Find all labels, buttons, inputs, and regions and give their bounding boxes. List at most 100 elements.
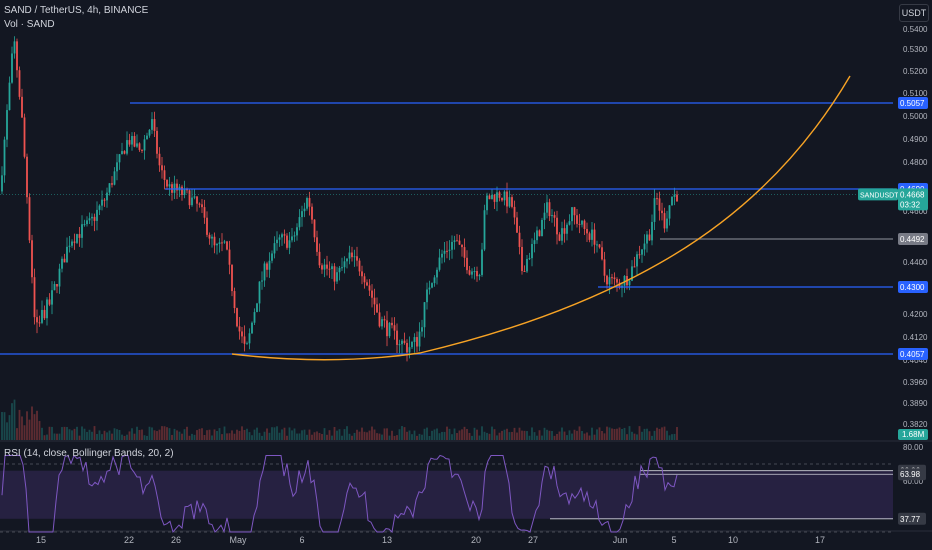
volume-bar: [198, 428, 201, 440]
volume-bar: [526, 431, 528, 440]
candle-body: [588, 233, 591, 240]
volume-bar: [213, 429, 216, 440]
candle-body: [76, 234, 78, 243]
volume-bar: [463, 426, 466, 440]
candle-body: [523, 270, 526, 272]
volume-bar: [348, 433, 351, 440]
volume-bar: [306, 434, 308, 440]
volume-bar: [548, 430, 551, 440]
candle-body: [268, 260, 271, 270]
volume-bar: [428, 435, 431, 440]
volume-bar: [131, 428, 133, 440]
volume-bar: [578, 426, 581, 440]
candle-body: [151, 119, 153, 130]
volume-bar: [553, 435, 556, 440]
candle-body: [148, 129, 151, 136]
y-tick-label: 0.3890: [903, 399, 928, 408]
last-price-tag: [898, 188, 928, 211]
candle-body: [203, 207, 206, 218]
volume-bar: [376, 433, 378, 440]
volume-bar: [41, 427, 43, 440]
volume-bar: [183, 429, 186, 440]
candle-body: [486, 195, 488, 211]
candle-body: [496, 192, 498, 202]
x-tick-label: 20: [471, 535, 481, 545]
volume-bar: [28, 419, 31, 440]
y-tick-label: 0.4400: [903, 258, 928, 267]
volume-bar: [196, 430, 198, 440]
candle-body: [613, 277, 616, 280]
volume-bar: [193, 434, 196, 440]
candle-body: [471, 271, 473, 275]
volume-bar: [396, 435, 398, 440]
volume-bar: [468, 432, 471, 440]
volume-bar: [668, 435, 671, 440]
x-tick-label: 22: [124, 535, 134, 545]
candle-body: [411, 341, 413, 348]
y-tick-label: 0.5100: [903, 89, 928, 98]
candle-body: [136, 143, 138, 147]
volume-bar: [343, 429, 346, 440]
candle-body: [341, 267, 343, 269]
volume-bar: [326, 434, 328, 440]
x-tick-label: 6: [299, 535, 304, 545]
candle-body: [416, 337, 418, 347]
candle-body: [96, 209, 98, 221]
volume-bar: [223, 426, 226, 440]
candle-body: [211, 236, 213, 239]
level-price-label: 0.4057: [900, 350, 925, 359]
candle-body: [56, 284, 58, 287]
volume-bar: [178, 431, 181, 440]
y-tick-label: 0.4800: [903, 158, 928, 167]
candle-body: [301, 211, 303, 218]
volume-bar: [256, 427, 258, 440]
volume-bar: [113, 428, 116, 440]
candle-body: [426, 289, 428, 303]
candle-body: [111, 183, 113, 185]
volume-bar: [321, 434, 323, 440]
rsi-title: RSI (14, close, Bollinger Bands, 20, 2): [4, 448, 174, 459]
volume-bar: [523, 430, 526, 440]
candle-body: [63, 258, 66, 263]
volume-bar: [8, 415, 11, 440]
candle-body: [376, 304, 378, 313]
volume-bar: [291, 430, 293, 440]
candle-body: [651, 221, 653, 241]
currency-button[interactable]: USDT: [899, 4, 929, 22]
candle-body: [173, 183, 176, 193]
volume-bar: [218, 428, 221, 440]
candle-body: [48, 299, 51, 305]
volume-bar: [121, 434, 123, 440]
volume-bar: [53, 433, 56, 440]
volume-bar: [606, 426, 608, 440]
candle-body: [321, 265, 323, 270]
candle-body: [408, 347, 411, 353]
candle-body: [658, 198, 661, 211]
candle-body: [101, 199, 103, 206]
volume-bar: [1, 412, 3, 440]
candle-body: [503, 191, 506, 201]
volume-bar: [216, 430, 218, 440]
volume-bar: [176, 430, 178, 440]
volume-bar: [346, 426, 348, 440]
volume-bar: [301, 430, 303, 440]
candle-body: [576, 215, 578, 224]
price-panel: [0, 0, 932, 440]
volume-bar: [493, 429, 496, 440]
volume-bar: [431, 430, 433, 440]
volume-bar: [666, 430, 668, 440]
volume-bar: [623, 427, 626, 440]
volume-bar: [611, 428, 613, 440]
candle-body: [318, 251, 321, 266]
candle-body: [401, 340, 403, 345]
volume-bar: [308, 429, 311, 440]
volume-bar: [21, 416, 23, 440]
candle-body: [631, 266, 633, 281]
volume-bar: [18, 409, 21, 440]
volume-bar: [418, 433, 421, 440]
candle-body: [276, 239, 278, 244]
candle-body: [356, 256, 358, 261]
candle-body: [116, 162, 118, 172]
